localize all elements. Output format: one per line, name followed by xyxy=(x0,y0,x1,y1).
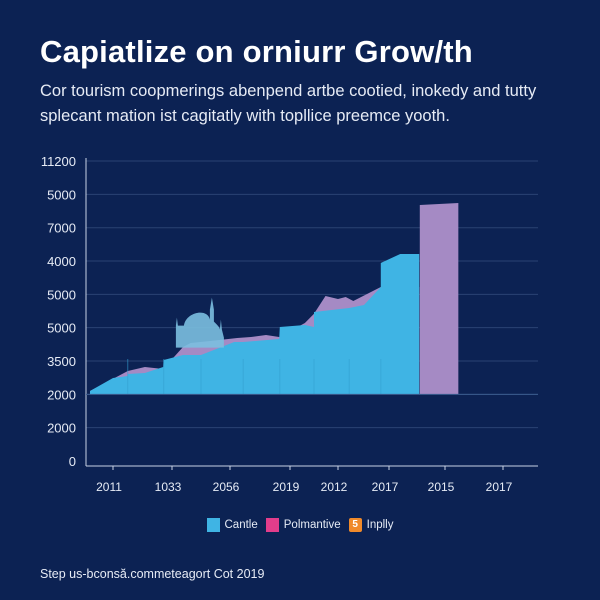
mosque-icon xyxy=(175,297,224,348)
x-tick-label: 2056 xyxy=(213,480,240,494)
y-tick-label: 11200 xyxy=(41,154,76,169)
y-tick-label: 2000 xyxy=(47,421,76,436)
html5-badge-icon: 5 xyxy=(348,518,362,532)
y-tick-label: 5000 xyxy=(47,321,76,336)
subtitle-line-1: Cor tourism coopmerings abenpend artbe c… xyxy=(40,82,537,100)
x-tick-label: 2017 xyxy=(372,480,399,494)
x-tick-label: 2017 xyxy=(486,480,513,494)
bar xyxy=(419,203,459,395)
y-tick-label: 7000 xyxy=(47,221,76,236)
legend-swatch-icon xyxy=(265,518,279,532)
legend-swatch-icon xyxy=(206,518,220,532)
subtitle-line-2: splecant mation ist cagitatly with topll… xyxy=(40,107,450,125)
y-tick-label: 2000 xyxy=(47,387,76,402)
legend-item-polmantive: Polmantive xyxy=(265,518,341,532)
legend: Cantle Polmantive 5 Inplly xyxy=(0,518,600,532)
legend-item-cantle: Cantle xyxy=(206,518,258,532)
x-tick-label: 2011 xyxy=(96,480,122,494)
legend-label: Polmantive xyxy=(283,519,341,531)
x-tick-label: 2019 xyxy=(273,480,300,494)
y-tick-label: 0 xyxy=(69,454,76,469)
y-tick-label: 5000 xyxy=(47,287,76,302)
x-tick-label: 2012 xyxy=(321,480,348,494)
y-tick-label: 4000 xyxy=(47,254,76,269)
x-tick-label: 1033 xyxy=(155,480,182,494)
y-tick-label: 3500 xyxy=(47,354,76,369)
page-title: Capiatlize on orniurr Grow/th xyxy=(40,34,473,69)
source-note: Step us-bconsă.commeteagort Cot 2019 xyxy=(40,567,265,581)
series-area-1 xyxy=(89,254,420,395)
legend-item-inplly: 5 Inplly xyxy=(348,518,394,532)
x-tick-label: 2015 xyxy=(428,480,455,494)
legend-label: Inplly xyxy=(366,519,394,531)
legend-label: Cantle xyxy=(224,519,258,531)
y-tick-label: 5000 xyxy=(47,187,76,202)
